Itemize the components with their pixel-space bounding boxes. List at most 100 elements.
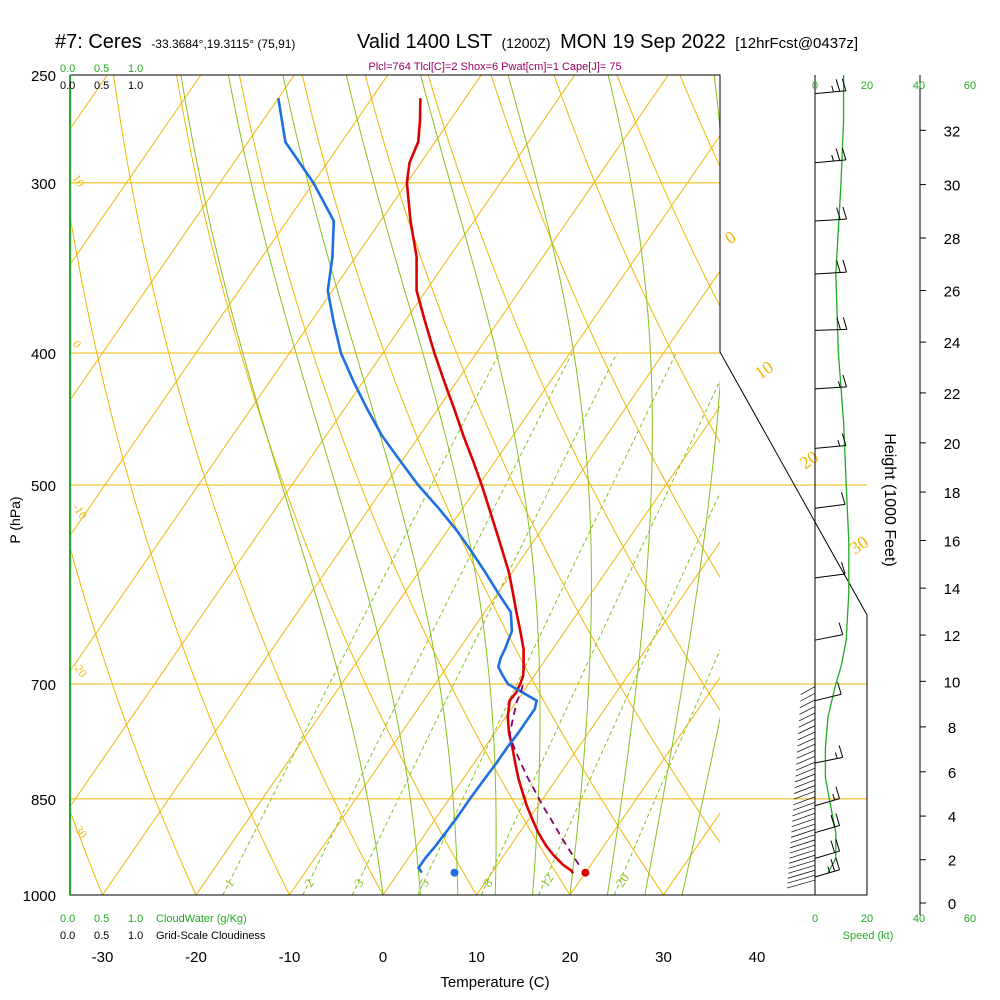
wind-barb-feather bbox=[842, 259, 847, 273]
height-tick-label: 6 bbox=[948, 765, 956, 782]
temperature-tick-label: 30 bbox=[655, 949, 672, 966]
low-level-barb bbox=[793, 796, 816, 806]
dewpoint-trace bbox=[277, 97, 539, 874]
height-tick-label: 18 bbox=[944, 485, 961, 502]
wind-barb bbox=[814, 813, 840, 834]
low-level-barb bbox=[792, 807, 816, 817]
cl-bot-1: 0.5 bbox=[94, 930, 109, 942]
wind-barb-feather bbox=[830, 840, 836, 853]
height-tick-label: 22 bbox=[944, 386, 961, 403]
wind-barb-feather bbox=[835, 839, 840, 852]
moist-adiabat-line bbox=[644, 75, 720, 895]
wind-barb-feather bbox=[842, 206, 847, 220]
mixing-ratio-label: 2 bbox=[301, 876, 317, 890]
low-level-barb bbox=[799, 699, 816, 709]
utc-time: (1200Z) bbox=[501, 35, 550, 51]
low-level-barb bbox=[791, 823, 816, 833]
wind-speed-line bbox=[824, 75, 850, 874]
wind-barb-feather bbox=[836, 260, 841, 273]
low-level-barb bbox=[800, 692, 816, 702]
wind-barb-staff bbox=[814, 159, 846, 164]
isotherm-line bbox=[70, 75, 202, 266]
low-level-barb bbox=[788, 864, 816, 874]
height-tick-label: 0 bbox=[948, 896, 956, 913]
wind-barb-staff bbox=[814, 271, 847, 275]
cw-bot-0: 0.0 bbox=[60, 913, 75, 925]
dry-adiabat-line bbox=[364, 75, 720, 844]
height-tick-label: 8 bbox=[948, 720, 956, 737]
moist-adiabat-line bbox=[681, 716, 720, 895]
cw-top-1: 0.5 bbox=[94, 63, 109, 75]
wind-barb-staff bbox=[814, 90, 846, 95]
mixing-ratio-label: 1 bbox=[221, 876, 237, 890]
height-tick-label: 12 bbox=[944, 628, 961, 645]
pressure-tick-label: 1000 bbox=[23, 888, 56, 905]
wind-barb bbox=[814, 433, 847, 449]
wind-barb-staff bbox=[814, 218, 847, 222]
background-lines bbox=[0, 0, 1000, 924]
dry-adiabat-label: 0 bbox=[70, 338, 85, 351]
dry-adiabat-line bbox=[984, 0, 1000, 924]
cl-top-0: 0.0 bbox=[60, 80, 75, 92]
height-tick-label: 20 bbox=[944, 436, 961, 453]
dry-adiabat-line bbox=[925, 0, 1000, 924]
forecast-run: [12hrFcst@0437z] bbox=[735, 35, 858, 52]
wind-barb-feather bbox=[836, 317, 841, 330]
low-level-barb bbox=[788, 859, 816, 869]
pressure-tick-label: 300 bbox=[31, 176, 56, 193]
moist-adiabat-line bbox=[227, 75, 421, 895]
y-axis-title: P (hPa) bbox=[7, 496, 23, 543]
low-level-barb bbox=[797, 737, 816, 747]
dry-adiabat-line bbox=[427, 75, 720, 712]
dry-adiabat-line bbox=[0, 0, 20, 924]
dry-adiabat-line bbox=[175, 75, 478, 895]
wind-barb-feather bbox=[837, 381, 841, 388]
pressure-tick-label: 850 bbox=[31, 792, 56, 809]
cw-bot-2: 1.0 bbox=[128, 913, 143, 925]
wind-barb-staff bbox=[814, 386, 847, 390]
low-level-barb bbox=[787, 874, 816, 884]
dry-adiabat-line bbox=[616, 75, 720, 308]
low-level-barb bbox=[796, 749, 816, 759]
speed-top-0: 0 bbox=[812, 80, 818, 92]
wind-barb-feather bbox=[832, 793, 836, 801]
surface-dewpoint-marker bbox=[450, 868, 459, 877]
height-tick-label: 4 bbox=[948, 809, 956, 826]
wind-barb-staff bbox=[814, 869, 840, 878]
temperature-trace bbox=[405, 98, 574, 874]
wind-barb-feather bbox=[840, 561, 846, 575]
temperature-tick-label: 10 bbox=[468, 949, 485, 966]
low-level-barb bbox=[792, 812, 816, 822]
height-axis-title: Height (1000 Feet) bbox=[881, 433, 898, 566]
wind-barb-staff bbox=[814, 573, 846, 579]
dry-adiabat-label: -30 bbox=[70, 820, 91, 841]
speed-bot-0: 0 bbox=[812, 913, 818, 925]
isotherm-label: 30 bbox=[846, 532, 872, 559]
wind-barb-feather bbox=[835, 857, 840, 870]
low-level-barb bbox=[795, 761, 816, 771]
wind-barb bbox=[814, 259, 847, 275]
wind-barb bbox=[814, 561, 846, 579]
low-level-barb bbox=[798, 725, 816, 734]
moist-adiabat-line bbox=[420, 75, 541, 895]
low-level-barb bbox=[794, 779, 816, 789]
cloudwater-scale-bottom: 0.0 0.5 1.0 CloudWater (g/Kg) bbox=[60, 913, 247, 925]
wind-barb bbox=[814, 839, 840, 859]
speed-label: Speed (kt) bbox=[843, 930, 894, 942]
low-level-barb bbox=[798, 718, 816, 728]
height-tick-label: 2 bbox=[948, 853, 956, 870]
wind-barb-feather bbox=[835, 813, 840, 826]
wind-barb bbox=[814, 492, 846, 509]
dry-adiabat-label: 10 bbox=[70, 172, 88, 190]
dry-adiabat-line bbox=[70, 212, 291, 895]
dry-adiabat-label: -10 bbox=[70, 501, 91, 522]
valid-time: Valid 1400 LST bbox=[357, 31, 492, 53]
height-tick-label: 26 bbox=[944, 284, 961, 301]
pressure-tick-label: 500 bbox=[31, 478, 56, 495]
wind-barb-feather bbox=[841, 147, 847, 161]
wind-barb-feather bbox=[837, 439, 841, 447]
pressure-tick-label: 700 bbox=[31, 677, 56, 694]
station-name: #7: Ceres bbox=[55, 31, 142, 53]
wind-barb-feather bbox=[827, 866, 831, 873]
